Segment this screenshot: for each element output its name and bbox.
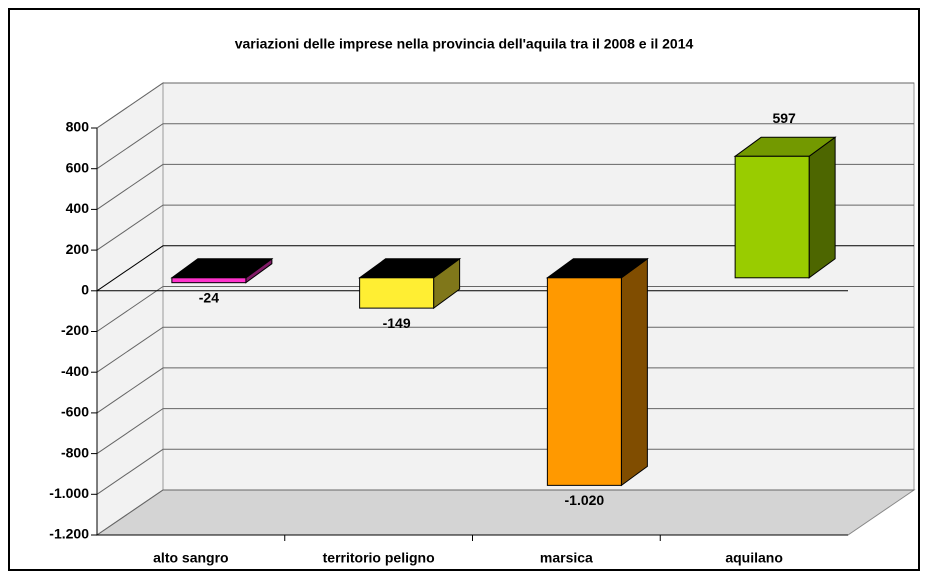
y-tick-label: -800: [61, 444, 89, 460]
bar-side: [620, 257, 648, 487]
y-tick-label: -600: [61, 404, 89, 420]
bar: [734, 155, 810, 279]
value-label: -24: [199, 289, 219, 305]
value-label: -149: [383, 315, 411, 331]
grid-line: [96, 286, 914, 332]
y-tick-label: 400: [66, 200, 90, 216]
grid-line: [96, 82, 914, 129]
x-tick-label: alto sangro: [153, 550, 228, 566]
grid-line: [96, 326, 914, 373]
grid-line: [96, 204, 914, 251]
x-tick-label: marsica: [540, 550, 593, 566]
chart-title: variazioni delle imprese nella provincia…: [235, 36, 694, 52]
bar: [359, 277, 435, 309]
y-tick-label: -1.000: [49, 485, 89, 501]
floor: [95, 489, 916, 536]
x-tick-label: aquilano: [725, 550, 783, 566]
bar: [546, 277, 622, 486]
grid-line: [96, 367, 914, 414]
x-tick-label: territorio peligno: [323, 550, 435, 566]
grid-line: [96, 448, 914, 495]
y-tick-label: -200: [61, 322, 89, 338]
grid-line: [96, 408, 914, 455]
grid-line: [96, 123, 914, 170]
value-label: 597: [772, 110, 796, 126]
value-label: -1.020: [565, 492, 605, 508]
grid-line: [96, 489, 914, 536]
y-tick-label: -400: [61, 363, 89, 379]
y-tick-label: 800: [66, 119, 90, 135]
grid-line: [96, 245, 914, 292]
y-tick-label: 0: [81, 282, 89, 298]
y-tick-label: -1.200: [49, 526, 89, 542]
bar: [171, 277, 247, 284]
y-tick-label: 600: [66, 159, 90, 175]
grid-line: [96, 163, 914, 210]
bar-side: [808, 136, 836, 279]
y-tick-label: 200: [66, 241, 90, 257]
